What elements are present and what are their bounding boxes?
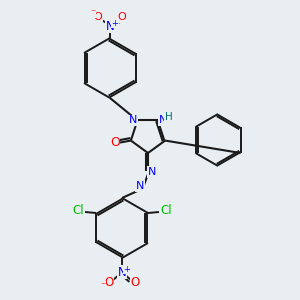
Text: +: +	[112, 19, 118, 28]
Text: Cl: Cl	[160, 205, 172, 218]
Text: Cl: Cl	[72, 205, 84, 218]
Text: N: N	[136, 181, 144, 191]
Text: +: +	[124, 265, 130, 274]
Text: O: O	[130, 275, 140, 289]
Text: N: N	[106, 20, 114, 32]
Text: N: N	[129, 116, 138, 125]
Text: O: O	[94, 12, 102, 22]
Text: O: O	[118, 12, 126, 22]
Text: O: O	[110, 136, 120, 149]
Text: H: H	[165, 112, 172, 122]
Text: ⁻: ⁻	[100, 281, 106, 291]
Text: ⁻: ⁻	[90, 8, 96, 18]
Text: O: O	[104, 275, 114, 289]
Text: N: N	[118, 266, 126, 278]
Text: N: N	[148, 167, 156, 177]
Text: N: N	[158, 116, 167, 125]
